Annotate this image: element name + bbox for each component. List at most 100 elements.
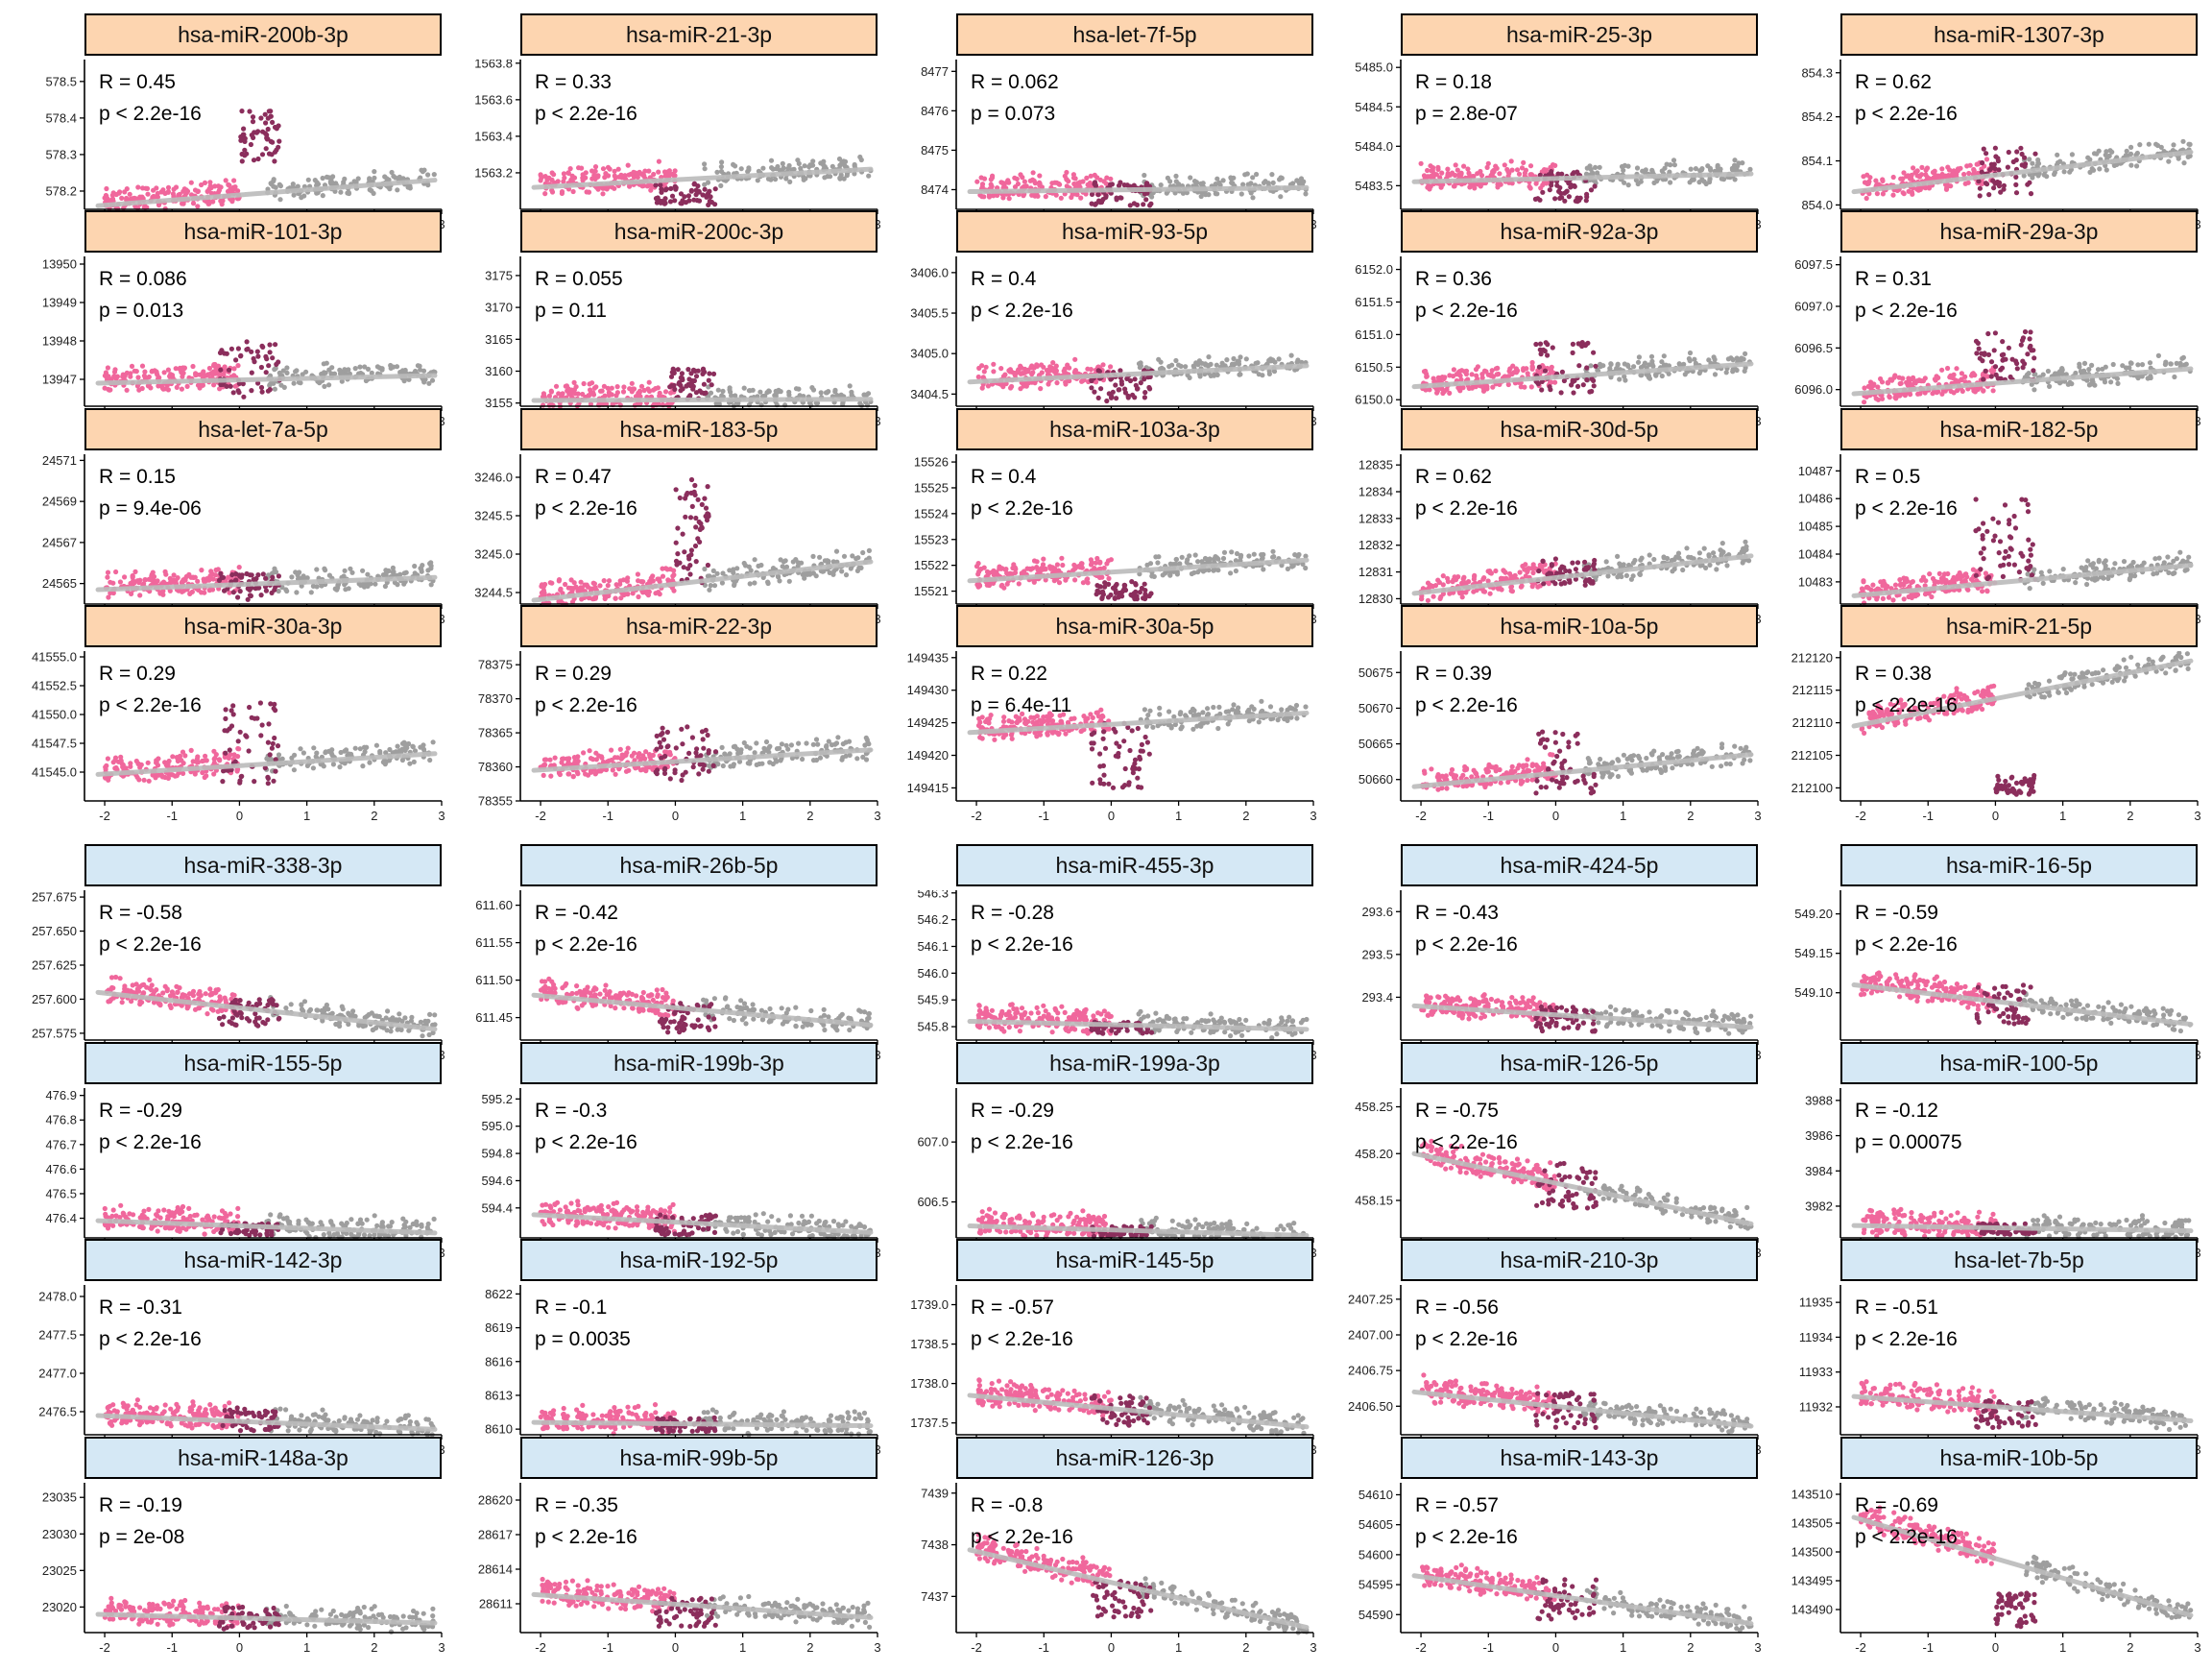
data-point: [560, 189, 565, 194]
data-point: [2059, 366, 2064, 371]
data-point: [1993, 330, 1998, 335]
p-value-label: p = 0.073: [971, 103, 1055, 125]
data-point: [2023, 161, 2028, 166]
data-point: [103, 386, 108, 391]
data-point: [687, 571, 692, 576]
data-point: [1262, 179, 1267, 183]
data-point: [1620, 164, 1624, 169]
data-point: [252, 356, 256, 361]
data-point: [1229, 549, 1234, 554]
data-point: [1060, 563, 1065, 568]
y-tick-label: 13950: [42, 257, 77, 272]
data-point: [2025, 351, 2030, 356]
data-point: [1122, 583, 1127, 588]
data-point: [2077, 364, 2081, 369]
data-point: [432, 172, 437, 177]
data-point: [1453, 173, 1457, 178]
data-point: [2046, 369, 2051, 374]
data-point: [998, 180, 1003, 184]
data-point: [574, 384, 579, 389]
data-point: [694, 192, 699, 197]
y-tick-label: 15523: [914, 532, 949, 546]
data-point: [2028, 329, 2032, 334]
data-point: [1034, 362, 1039, 367]
y-tick-label: 3405.0: [910, 347, 949, 361]
data-point: [1528, 163, 1533, 168]
data-point: [563, 582, 567, 587]
data-point: [1049, 366, 1054, 371]
data-point: [626, 163, 631, 168]
data-point: [783, 176, 788, 181]
data-point: [322, 567, 326, 571]
data-point: [170, 373, 175, 377]
data-point: [766, 581, 771, 586]
data-point: [2181, 355, 2186, 360]
data-point: [1440, 391, 1445, 396]
data-point: [1031, 170, 1036, 175]
data-point: [2128, 145, 2133, 150]
data-point: [231, 178, 236, 182]
data-point: [235, 363, 240, 368]
data-point: [251, 114, 255, 119]
data-point: [225, 351, 229, 356]
data-point: [760, 166, 765, 171]
data-point: [1093, 173, 1097, 178]
data-point: [1050, 360, 1055, 365]
data-point: [314, 567, 319, 571]
data-point: [582, 381, 587, 386]
data-point: [541, 391, 546, 396]
data-point: [665, 567, 670, 571]
data-point: [1238, 553, 1243, 558]
data-point: [135, 184, 140, 189]
data-point: [1509, 158, 1514, 163]
data-point: [636, 578, 640, 583]
data-point: [1545, 352, 1550, 357]
data-point: [1521, 366, 1526, 371]
data-point: [217, 578, 222, 583]
data-point: [1993, 182, 1998, 186]
data-point: [589, 168, 594, 173]
data-point: [1617, 376, 1622, 381]
data-point: [2008, 375, 2013, 379]
y-tick-label: 3245.0: [474, 547, 513, 562]
y-tick-label: 24569: [42, 495, 77, 509]
data-point: [2028, 344, 2032, 349]
data-point: [255, 157, 260, 161]
data-point: [248, 593, 252, 597]
data-point: [1095, 192, 1100, 197]
data-point: [1108, 593, 1113, 597]
data-point: [558, 587, 563, 592]
data-point: [301, 193, 306, 198]
data-point: [1497, 171, 1502, 176]
data-point: [1280, 176, 1285, 181]
data-point: [672, 387, 677, 392]
data-point: [674, 541, 679, 545]
data-point: [185, 384, 190, 389]
data-point: [1254, 172, 1259, 177]
data-point: [1671, 157, 1676, 162]
data-point: [218, 351, 223, 355]
data-point: [222, 588, 227, 593]
data-point: [346, 367, 350, 372]
data-point: [1664, 363, 1669, 368]
y-tick-label: 6150.5: [1355, 360, 1393, 375]
data-point: [978, 567, 983, 571]
data-point: [1028, 179, 1033, 183]
data-point: [568, 166, 573, 171]
data-point: [338, 190, 343, 195]
data-point: [1867, 175, 1872, 180]
data-point: [1576, 363, 1581, 368]
data-point: [979, 194, 984, 199]
data-point: [1271, 181, 1276, 185]
data-point: [1123, 390, 1128, 395]
data-point: [1503, 162, 1507, 167]
data-point: [2020, 359, 2025, 364]
data-point: [135, 375, 140, 379]
data-point: [753, 557, 757, 562]
data-point: [413, 369, 418, 374]
data-point: [769, 158, 774, 163]
data-point: [2052, 172, 2056, 177]
data-point: [987, 194, 992, 199]
y-tick-label: 3175: [485, 268, 513, 282]
data-point: [1689, 167, 1694, 172]
